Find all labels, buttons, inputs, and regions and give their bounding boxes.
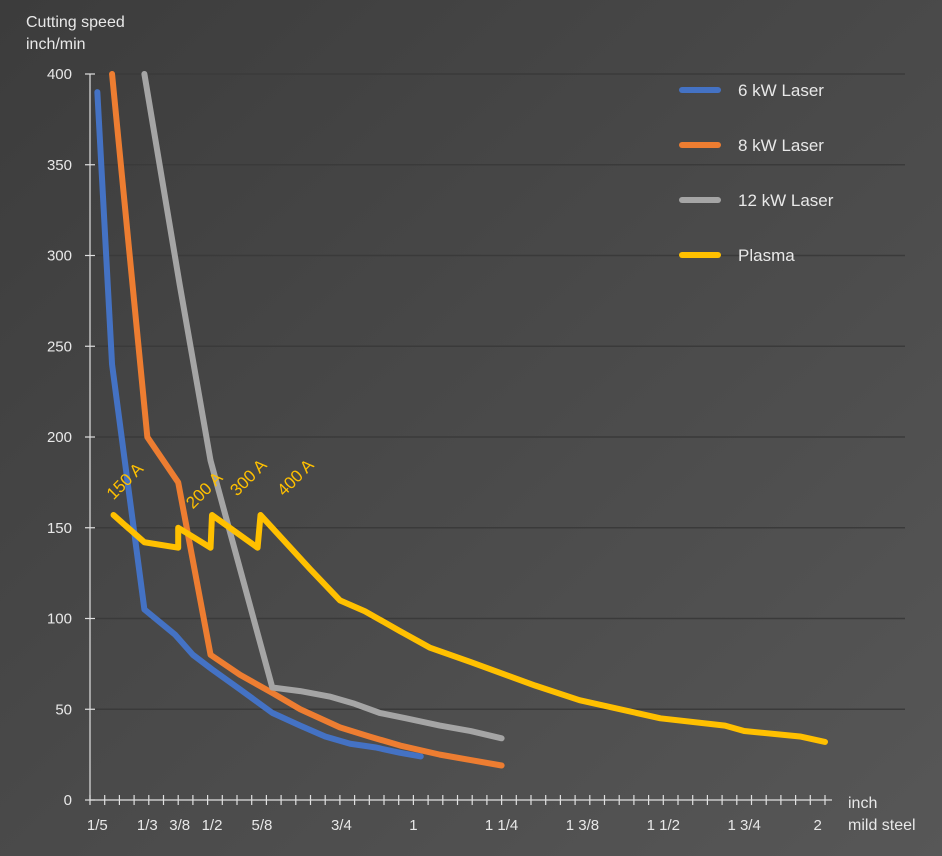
x-axis-label-line1: inch	[848, 795, 877, 812]
y-tick-label: 0	[64, 792, 72, 809]
series-line-6-kw-laser	[94, 89, 424, 760]
y-tick-label: 100	[47, 611, 72, 628]
y-tick-label: 150	[47, 520, 72, 537]
y-tick-label: 250	[47, 338, 72, 355]
series-line-8-kw-laser	[109, 71, 505, 769]
x-tick-label: 3/4	[331, 817, 352, 834]
series-line-plasma	[110, 512, 828, 745]
x-tick-label: 1/3	[137, 817, 158, 834]
y-tick-label: 200	[47, 429, 72, 446]
x-tick-label: 3/8	[169, 817, 190, 834]
x-tick-label: 1 3/8	[566, 817, 599, 834]
x-tick-label: 1	[409, 817, 417, 834]
y-tick-label: 400	[47, 66, 72, 83]
x-tick-label: 1 1/4	[485, 817, 518, 834]
legend-label: Plasma	[738, 246, 795, 265]
y-tick-label: 350	[47, 157, 72, 174]
x-tick-label: 1/2	[202, 817, 223, 834]
x-tick-label: 5/8	[252, 817, 273, 834]
y-tick-label: 300	[47, 248, 72, 265]
series-line-12-kw-laser	[141, 71, 505, 742]
legend-label: 6 kW Laser	[738, 81, 824, 100]
y-axis-label-line2: inch/min	[26, 36, 86, 53]
x-axis-label-line2: mild steel	[848, 817, 916, 834]
x-tick-label: 1 3/4	[727, 817, 760, 834]
x-tick-label: 1 1/2	[647, 817, 680, 834]
legend-label: 12 kW Laser	[738, 191, 834, 210]
x-tick-label: 2	[813, 817, 821, 834]
x-tick-label: 1/5	[87, 817, 108, 834]
legend-label: 8 kW Laser	[738, 136, 824, 155]
y-axis-label-line1: Cutting speed	[26, 14, 125, 31]
y-tick-label: 50	[55, 701, 72, 718]
